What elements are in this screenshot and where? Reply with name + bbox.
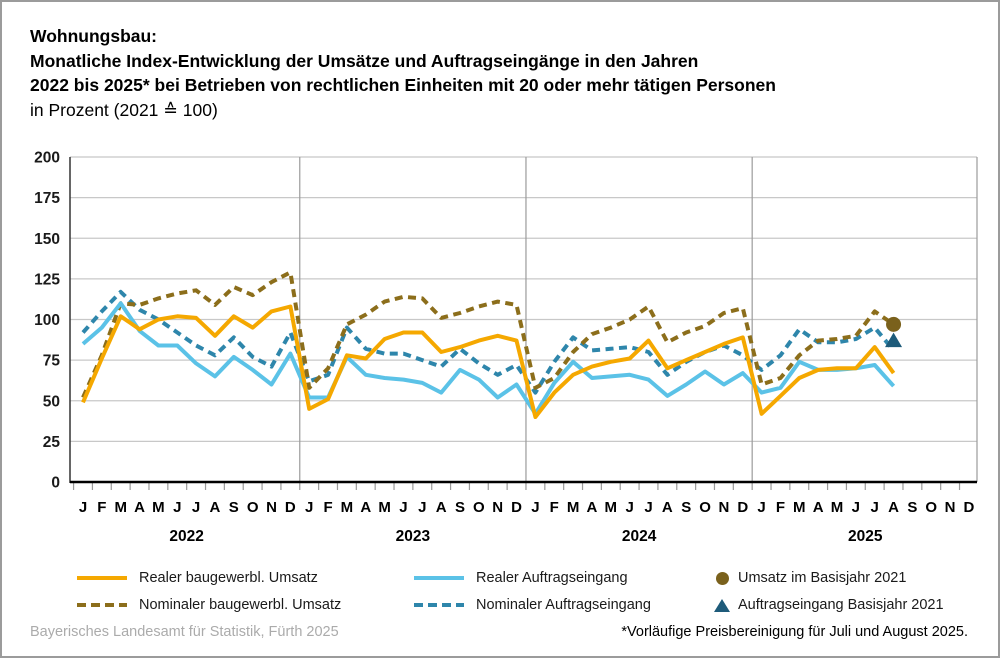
y-axis-tick-label: 75 [43, 353, 61, 370]
x-axis-month-label: J [644, 499, 652, 516]
y-axis-tick-label: 175 [34, 190, 60, 207]
legend-item: Realer baugewerbl. Umsatz [77, 568, 341, 588]
x-axis-month-label: F [550, 499, 559, 516]
series-nominaler-baugewerbl-umsatz [81, 270, 895, 399]
x-axis-month-label: J [757, 499, 765, 516]
x-axis-month-label: M [341, 499, 354, 516]
y-axis-tick-label: 200 [34, 150, 60, 167]
legend-column-umsatz: Realer baugewerbl. Umsatz Nominaler baug… [77, 568, 341, 622]
x-axis-month-label: F [97, 499, 106, 516]
y-axis-tick-label: 50 [43, 393, 60, 410]
x-axis-month-label: A [813, 499, 824, 516]
nominaler-umsatz-dash-icon [77, 603, 127, 607]
source-attribution: Bayerisches Landesamt für Statistik, Für… [30, 624, 339, 640]
x-axis-month-label: J [852, 499, 860, 516]
x-axis-month-label: A [360, 499, 371, 516]
x-axis-month-label: O [699, 499, 711, 516]
x-axis-month-label: O [247, 499, 259, 516]
x-axis-month-label: N [492, 499, 503, 516]
x-axis-month-label: M [114, 499, 127, 516]
realer-umsatz-line-icon [77, 576, 127, 580]
x-axis-month-label: N [718, 499, 729, 516]
x-axis-year-label: 2025 [848, 528, 883, 545]
legend-label: Umsatz im Basisjahr 2021 [738, 570, 907, 586]
x-axis-month-label: S [455, 499, 465, 516]
x-axis-month-label: F [323, 499, 332, 516]
x-axis-month-label: M [378, 499, 391, 516]
footnote: *Vorläufige Preisbereinigung für Juli un… [621, 624, 968, 640]
x-axis-month-label: N [266, 499, 277, 516]
x-axis-month-label: M [831, 499, 844, 516]
legend-label: Auftragseingang Basisjahr 2021 [738, 597, 944, 613]
legend-column-auftrag: Realer Auftragseingang Nominaler Auftrag… [414, 568, 651, 622]
x-axis-month-label: A [436, 499, 447, 516]
legend-item: Nominaler Auftragseingang [414, 595, 651, 615]
y-axis-tick-label: 150 [34, 231, 60, 248]
legend-item: Auftragseingang Basisjahr 2021 [714, 595, 944, 615]
x-axis-month-label: J [871, 499, 879, 516]
realer-auftrag-line-icon [414, 576, 464, 580]
title-line-1: Wohnungsbau: [30, 26, 158, 46]
x-axis-month-label: J [399, 499, 407, 516]
x-axis-month-label: D [964, 499, 975, 516]
x-axis-month-label: O [925, 499, 937, 516]
y-axis-tick-label: 25 [43, 434, 61, 451]
x-axis-month-label: J [192, 499, 200, 516]
x-axis-month-label: J [173, 499, 181, 516]
x-axis-month-label: O [473, 499, 485, 516]
title-line-4: in Prozent (2021 ≙ 100) [30, 99, 218, 120]
legend-column-basisjahr: Umsatz im Basisjahr 2021 Auftragseingang… [714, 568, 944, 622]
x-axis-month-label: A [587, 499, 598, 516]
x-axis-year-label: 2023 [396, 528, 431, 545]
x-axis-month-label: M [793, 499, 806, 516]
basisjahr-auftrag-triangle-icon [714, 598, 730, 612]
x-axis-month-label: D [511, 499, 522, 516]
x-axis-year-label: 2024 [622, 528, 657, 545]
x-axis-month-label: M [152, 499, 165, 516]
legend-item: Realer Auftragseingang [414, 568, 651, 588]
series-nominaler-auftragseingang [81, 289, 896, 395]
x-axis-month-label: J [531, 499, 539, 516]
marker-auftragseingang-basisjahr-triangle [885, 332, 903, 348]
legend-item: Nominaler baugewerbl. Umsatz [77, 595, 341, 615]
y-axis-tick-label: 100 [34, 312, 60, 329]
x-axis-month-label: J [305, 499, 313, 516]
title-line-2: Monatliche Index-Entwicklung der Umsätze… [30, 50, 699, 71]
x-axis-month-label: N [945, 499, 956, 516]
legend-item: Umsatz im Basisjahr 2021 [714, 568, 944, 588]
legend-label: Realer Auftragseingang [476, 570, 628, 586]
x-axis-year-label: 2022 [169, 528, 203, 545]
x-axis-month-label: M [567, 499, 580, 516]
x-axis-month-label: M [605, 499, 618, 516]
series-realer-auftragseingang [81, 301, 896, 416]
legend-label: Nominaler Auftragseingang [476, 597, 651, 613]
y-axis-tick-label: 0 [51, 475, 60, 492]
title-line-3: 2022 bis 2025* bei Betrieben von rechtli… [30, 75, 776, 95]
x-axis-month-label: F [776, 499, 785, 516]
legend-label: Nominaler baugewerbl. Umsatz [139, 597, 342, 613]
x-axis-month-label: S [907, 499, 917, 516]
chart-title: Wohnungsbau: Monatliche Index-Entwicklun… [30, 24, 776, 122]
x-axis-month-label: S [229, 499, 239, 516]
x-axis-month-label: D [285, 499, 296, 516]
basisjahr-umsatz-circle-icon [716, 571, 729, 585]
x-axis-month-label: A [210, 499, 221, 516]
x-axis-month-label: J [79, 499, 87, 516]
y-axis-tick-label: 125 [34, 271, 60, 288]
x-axis-month-label: A [888, 499, 899, 516]
series-realer-baugewerbl-umsatz [81, 304, 896, 419]
legend-label: Realer baugewerbl. Umsatz [139, 570, 318, 586]
x-axis-month-label: A [134, 499, 145, 516]
nominaler-auftrag-dash-icon [414, 603, 464, 607]
x-axis-month-label: A [662, 499, 673, 516]
x-axis-month-label: J [418, 499, 426, 516]
x-axis-month-label: S [681, 499, 691, 516]
x-axis-month-label: D [737, 499, 748, 516]
x-axis-month-label: J [625, 499, 633, 516]
marker-umsatz-basisjahr-circle [886, 316, 902, 332]
